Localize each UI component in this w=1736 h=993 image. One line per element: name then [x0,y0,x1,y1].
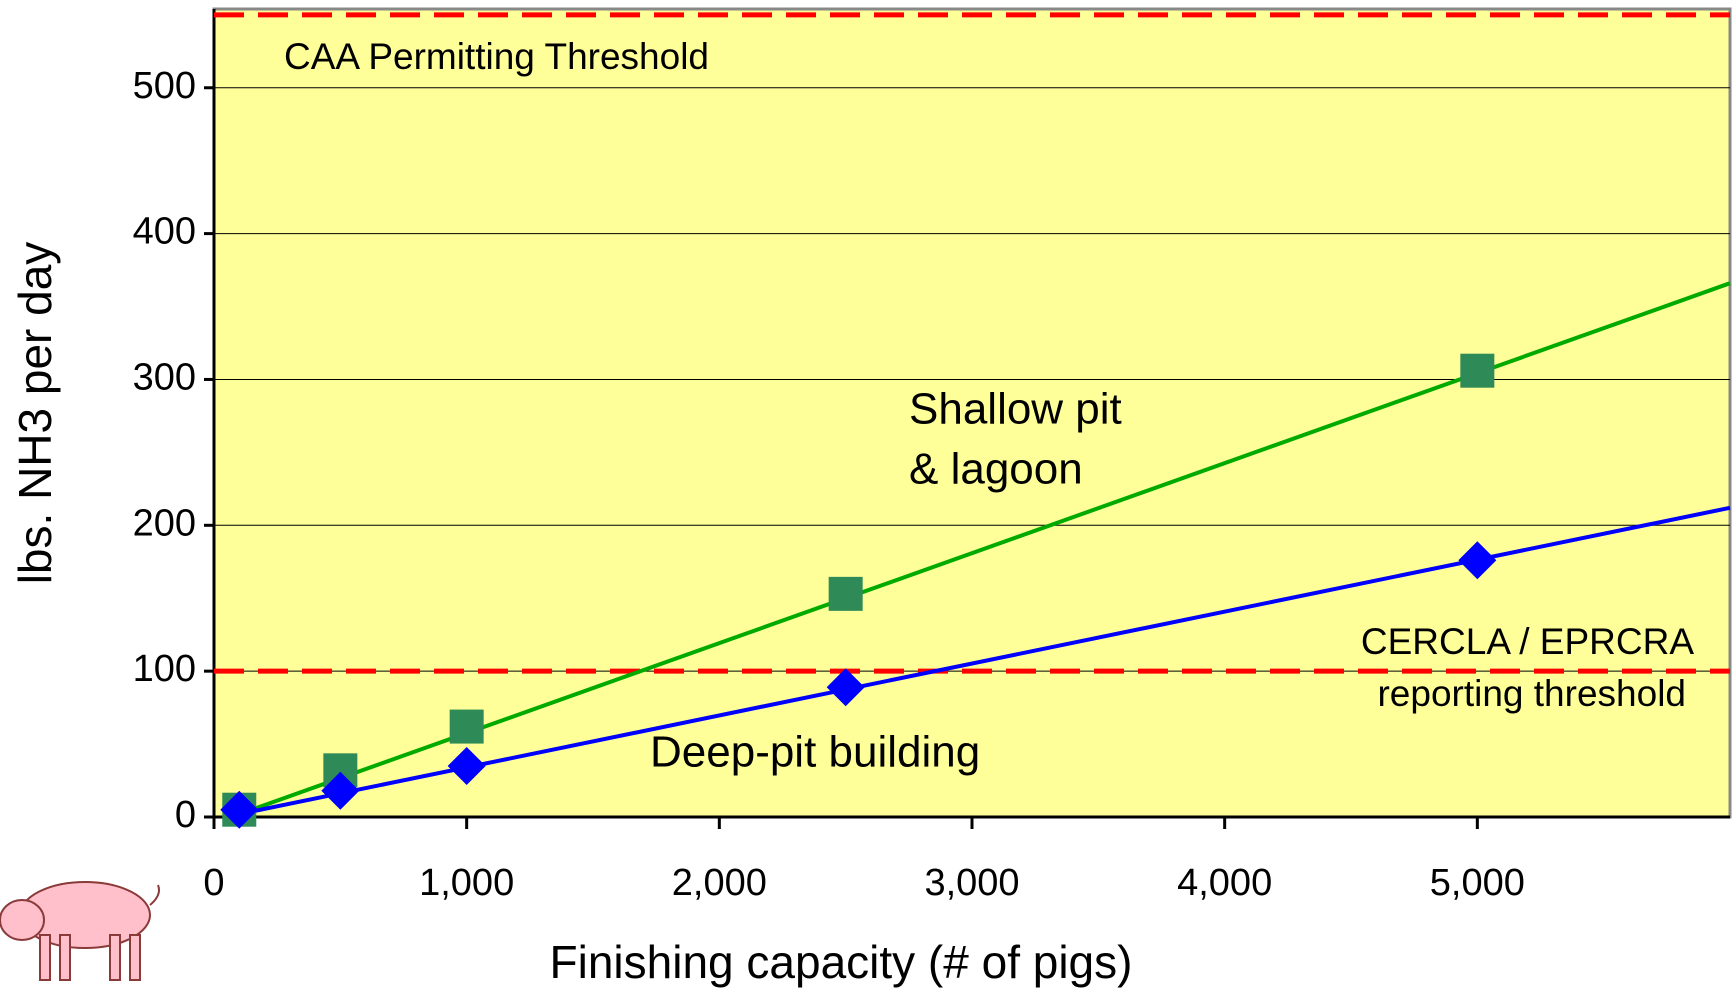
x-tick-label: 1,000 [419,862,514,904]
x-tick-label: 0 [203,862,224,904]
x-tick-label: 3,000 [924,862,1019,904]
annotation: & lagoon [909,445,1083,494]
x-tick-label: 2,000 [672,862,767,904]
x-axis-title: Finishing capacity (# of pigs) [550,936,1133,988]
y-tick-label: 100 [133,648,196,690]
y-tick-label: 500 [133,65,196,107]
y-tick-label: 200 [133,502,196,544]
annotation: CAA Permitting Threshold [284,36,709,77]
chart: lbs. NH3 per day Finishing capacity (# o… [0,0,1736,993]
marker [450,710,484,744]
y-axis-title: lbs. NH3 per day [9,242,61,585]
annotation: Shallow pit [909,385,1122,434]
annotation: Deep-pit building [650,728,980,777]
marker [829,577,863,611]
y-tick-label: 0 [175,794,196,836]
pig-icon [0,882,159,980]
y-tick-label: 300 [133,356,196,398]
x-tick-label: 4,000 [1177,862,1272,904]
annotation: CERCLA / EPRCRA [1361,621,1694,662]
y-tick-label: 400 [133,211,196,253]
annotation: reporting threshold [1377,673,1686,714]
marker [1460,354,1494,388]
x-tick-label: 5,000 [1430,862,1525,904]
